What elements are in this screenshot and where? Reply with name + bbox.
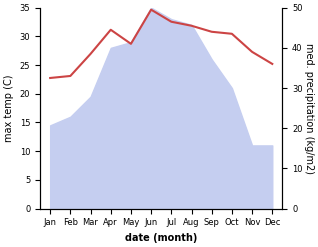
X-axis label: date (month): date (month) — [125, 233, 197, 243]
Y-axis label: med. precipitation (kg/m2): med. precipitation (kg/m2) — [304, 43, 314, 174]
Y-axis label: max temp (C): max temp (C) — [4, 74, 14, 142]
